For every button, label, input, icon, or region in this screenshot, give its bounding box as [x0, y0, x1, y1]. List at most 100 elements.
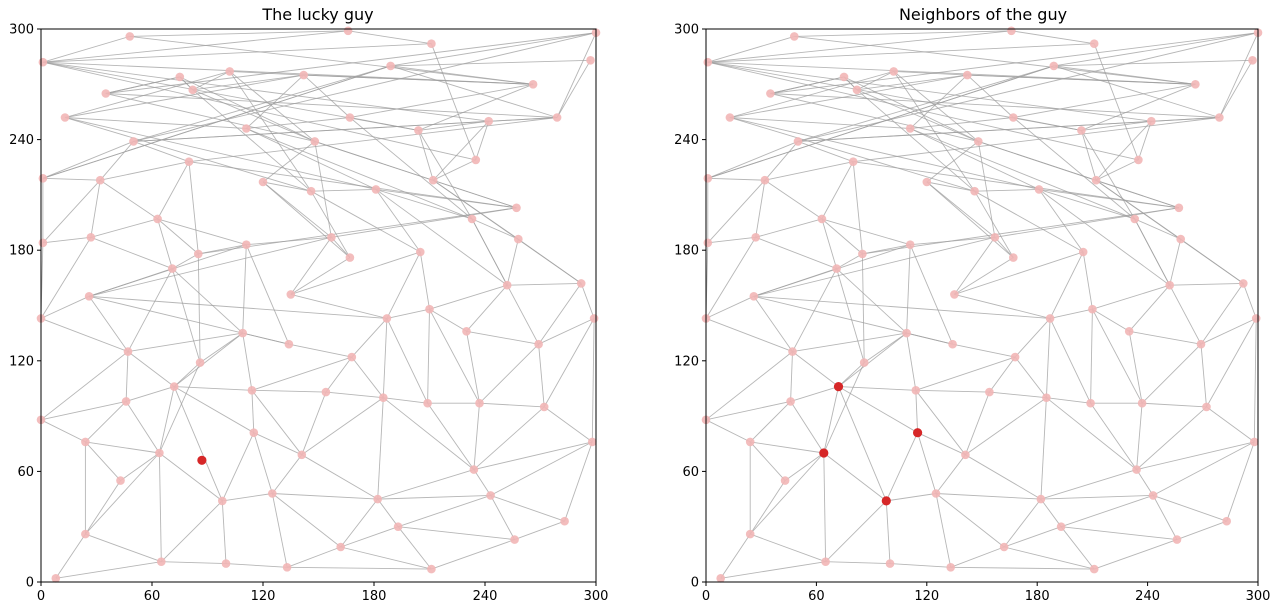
- edge: [749, 401, 791, 443]
- point: [766, 89, 775, 98]
- point: [157, 557, 166, 566]
- edge: [705, 237, 757, 319]
- edge: [863, 332, 907, 363]
- edge: [466, 284, 508, 332]
- edge: [729, 117, 975, 192]
- edge: [398, 526, 515, 541]
- edge: [506, 284, 539, 345]
- edge: [290, 293, 388, 319]
- edge: [377, 469, 475, 500]
- edge: [286, 546, 341, 568]
- edge: [173, 362, 201, 387]
- edge: [821, 218, 863, 255]
- edge: [125, 351, 129, 402]
- edge: [564, 441, 593, 522]
- point: [1009, 253, 1018, 262]
- point: [749, 292, 759, 301]
- x-tick-label: 180: [1025, 589, 1050, 604]
- point: [560, 516, 569, 526]
- edge: [729, 74, 968, 118]
- subplot-lucky-guy: The lucky guy 0 60 120 180 240 300 0 60 120 180 2…: [9, 5, 608, 604]
- point: [486, 491, 495, 500]
- point: [963, 70, 972, 80]
- edge: [88, 236, 332, 297]
- edge: [242, 333, 253, 391]
- point: [832, 264, 841, 273]
- point: [386, 61, 395, 71]
- point: [1137, 398, 1147, 408]
- point: [817, 214, 827, 224]
- edge: [1226, 441, 1255, 522]
- edge: [42, 61, 489, 122]
- edge: [386, 251, 421, 319]
- edge: [85, 480, 121, 535]
- edge: [707, 179, 766, 244]
- point: [510, 535, 519, 544]
- edge: [836, 253, 863, 269]
- edge: [1040, 397, 1047, 500]
- edge: [965, 454, 1042, 500]
- edge: [917, 432, 937, 494]
- point: [985, 387, 994, 397]
- highlighted-point: [197, 455, 207, 465]
- edge: [1128, 331, 1143, 404]
- edge: [797, 32, 1259, 142]
- point: [282, 563, 292, 572]
- edge: [915, 390, 966, 456]
- point: [373, 494, 383, 504]
- point: [467, 214, 477, 224]
- edge: [129, 35, 534, 85]
- edge: [790, 351, 793, 402]
- point: [751, 233, 760, 242]
- edge: [950, 546, 1005, 568]
- edge: [262, 181, 332, 238]
- edge: [556, 32, 597, 118]
- point: [1147, 116, 1156, 126]
- point: [858, 249, 867, 259]
- point: [60, 113, 70, 122]
- edge: [910, 128, 1040, 190]
- edge: [171, 268, 244, 334]
- edge: [823, 362, 865, 454]
- edge: [893, 71, 975, 192]
- x-tick-label: 240: [473, 589, 498, 604]
- point: [725, 113, 735, 122]
- point: [512, 203, 521, 213]
- point: [1239, 279, 1248, 288]
- edge: [1049, 318, 1092, 404]
- edge: [852, 161, 863, 254]
- edge: [42, 140, 134, 179]
- edge: [90, 236, 173, 270]
- point: [125, 32, 135, 41]
- subplot-neighbors: Neighbors of the guy 0 60 120 180 240 300 0 60…: [674, 5, 1270, 604]
- edge: [1242, 283, 1257, 319]
- point: [902, 328, 911, 338]
- edge: [173, 386, 223, 502]
- edge: [348, 30, 432, 45]
- edge: [310, 190, 421, 253]
- edge: [749, 452, 825, 535]
- point: [101, 89, 111, 98]
- point: [121, 397, 131, 406]
- edge: [377, 498, 399, 527]
- point: [1124, 327, 1134, 336]
- edge: [994, 236, 1014, 258]
- edge: [290, 237, 332, 295]
- x-tick-label: 60: [808, 589, 825, 604]
- edge: [42, 236, 91, 244]
- edge: [1095, 120, 1152, 181]
- edge: [1152, 495, 1178, 540]
- edge: [753, 295, 1051, 319]
- x-tick-label: 300: [1246, 589, 1271, 604]
- edge: [105, 76, 180, 94]
- point: [999, 542, 1009, 552]
- edge: [885, 432, 919, 502]
- points: [701, 26, 1263, 583]
- chart-title: The lucky guy: [261, 5, 373, 24]
- edge: [707, 61, 1152, 122]
- point: [1248, 56, 1257, 65]
- edge: [88, 295, 290, 345]
- edge: [729, 117, 911, 129]
- edge: [1092, 308, 1143, 404]
- edge: [88, 244, 247, 297]
